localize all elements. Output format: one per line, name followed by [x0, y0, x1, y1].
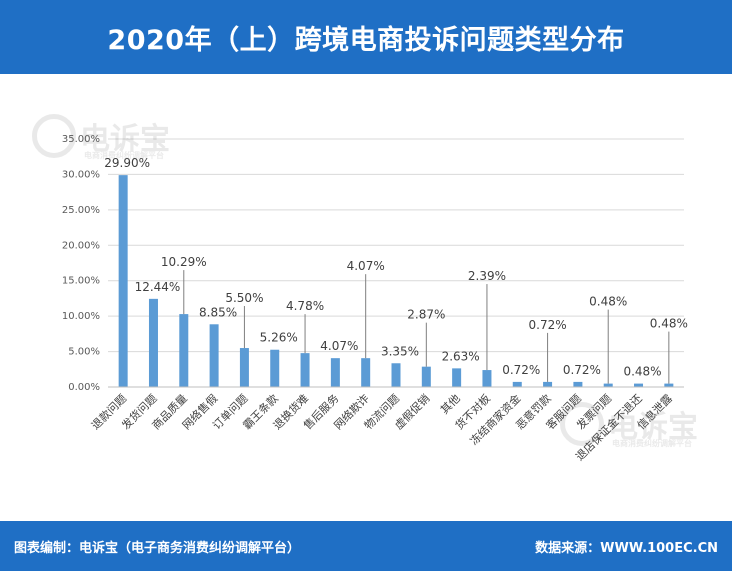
- bar: [634, 383, 644, 387]
- data-label: 0.48%: [623, 365, 661, 379]
- bar-chart: 0.00% 5.00% 10.00% 15.00% 20.00% 25.00% 30.00%…: [62, 134, 688, 463]
- data-label: 4.78%: [286, 299, 324, 313]
- bar: [482, 370, 492, 387]
- chart-footer: 图表编制：电诉宝（电子商务消费纠纷调解平台） 数据来源：WWW.100EC.CN: [0, 521, 732, 571]
- data-label: 0.48%: [589, 295, 627, 309]
- data-label: 2.87%: [407, 308, 445, 322]
- y-tick-label: 5.00%: [68, 347, 100, 358]
- watermark-logo-top: 电诉宝 电商消费纠纷调解平台: [32, 114, 170, 161]
- data-label: 0.72%: [502, 363, 540, 377]
- watermark-logo-bottom: 电诉宝 电商消费纠纷调解平台: [560, 402, 698, 449]
- footer-source: 数据来源：WWW.100EC.CN: [535, 540, 718, 556]
- bar: [118, 175, 128, 387]
- data-label: 10.29%: [161, 255, 207, 269]
- footer-credit: 图表编制：电诉宝（电子商务消费纠纷调解平台）: [14, 540, 301, 556]
- y-tick-label: 25.00%: [62, 205, 100, 216]
- data-label: 4.07%: [320, 339, 358, 353]
- bar: [148, 298, 158, 387]
- chart-area: 电诉宝 电商消费纠纷调解平台 电诉宝 电商消费纠纷调解平台 0.00% 5.00%…: [0, 74, 732, 521]
- bar: [270, 349, 280, 387]
- data-label: 2.63%: [442, 349, 480, 363]
- bar: [300, 353, 310, 387]
- data-label: 0.72%: [563, 363, 601, 377]
- bar: [361, 358, 371, 387]
- bar: [330, 358, 340, 387]
- x-tick-label: 其他: [438, 392, 463, 417]
- data-label: 5.26%: [260, 331, 298, 345]
- data-label: 12.44%: [135, 280, 181, 294]
- data-label: 0.48%: [650, 317, 688, 331]
- y-tick-label: 20.00%: [62, 240, 100, 251]
- data-label: 2.39%: [468, 269, 506, 283]
- data-label: 3.35%: [381, 344, 419, 358]
- bar: [209, 324, 219, 387]
- data-label: 29.90%: [104, 156, 150, 170]
- bar: [512, 381, 522, 387]
- y-tick-label: 15.00%: [62, 276, 100, 287]
- data-label: 4.07%: [347, 259, 385, 273]
- chart-title: 2020年（上）跨境电商投诉问题类型分布: [107, 24, 625, 56]
- data-label: 5.50%: [225, 291, 263, 305]
- bar: [452, 368, 462, 387]
- bar: [664, 383, 674, 387]
- bar: [421, 366, 431, 387]
- y-tick-label: 10.00%: [62, 311, 100, 322]
- y-tick-label: 30.00%: [62, 169, 100, 180]
- bar: [543, 381, 553, 387]
- chart-header: 2020年（上）跨境电商投诉问题类型分布: [0, 0, 732, 74]
- data-label: 0.72%: [529, 318, 567, 332]
- y-tick-label: 35.00%: [62, 134, 100, 145]
- bar: [391, 363, 401, 387]
- bar: [239, 348, 249, 387]
- bar: [179, 314, 189, 387]
- bar: [573, 381, 583, 387]
- data-label: 8.85%: [199, 305, 237, 319]
- bar: [603, 383, 613, 387]
- y-tick-label: 0.00%: [68, 382, 100, 393]
